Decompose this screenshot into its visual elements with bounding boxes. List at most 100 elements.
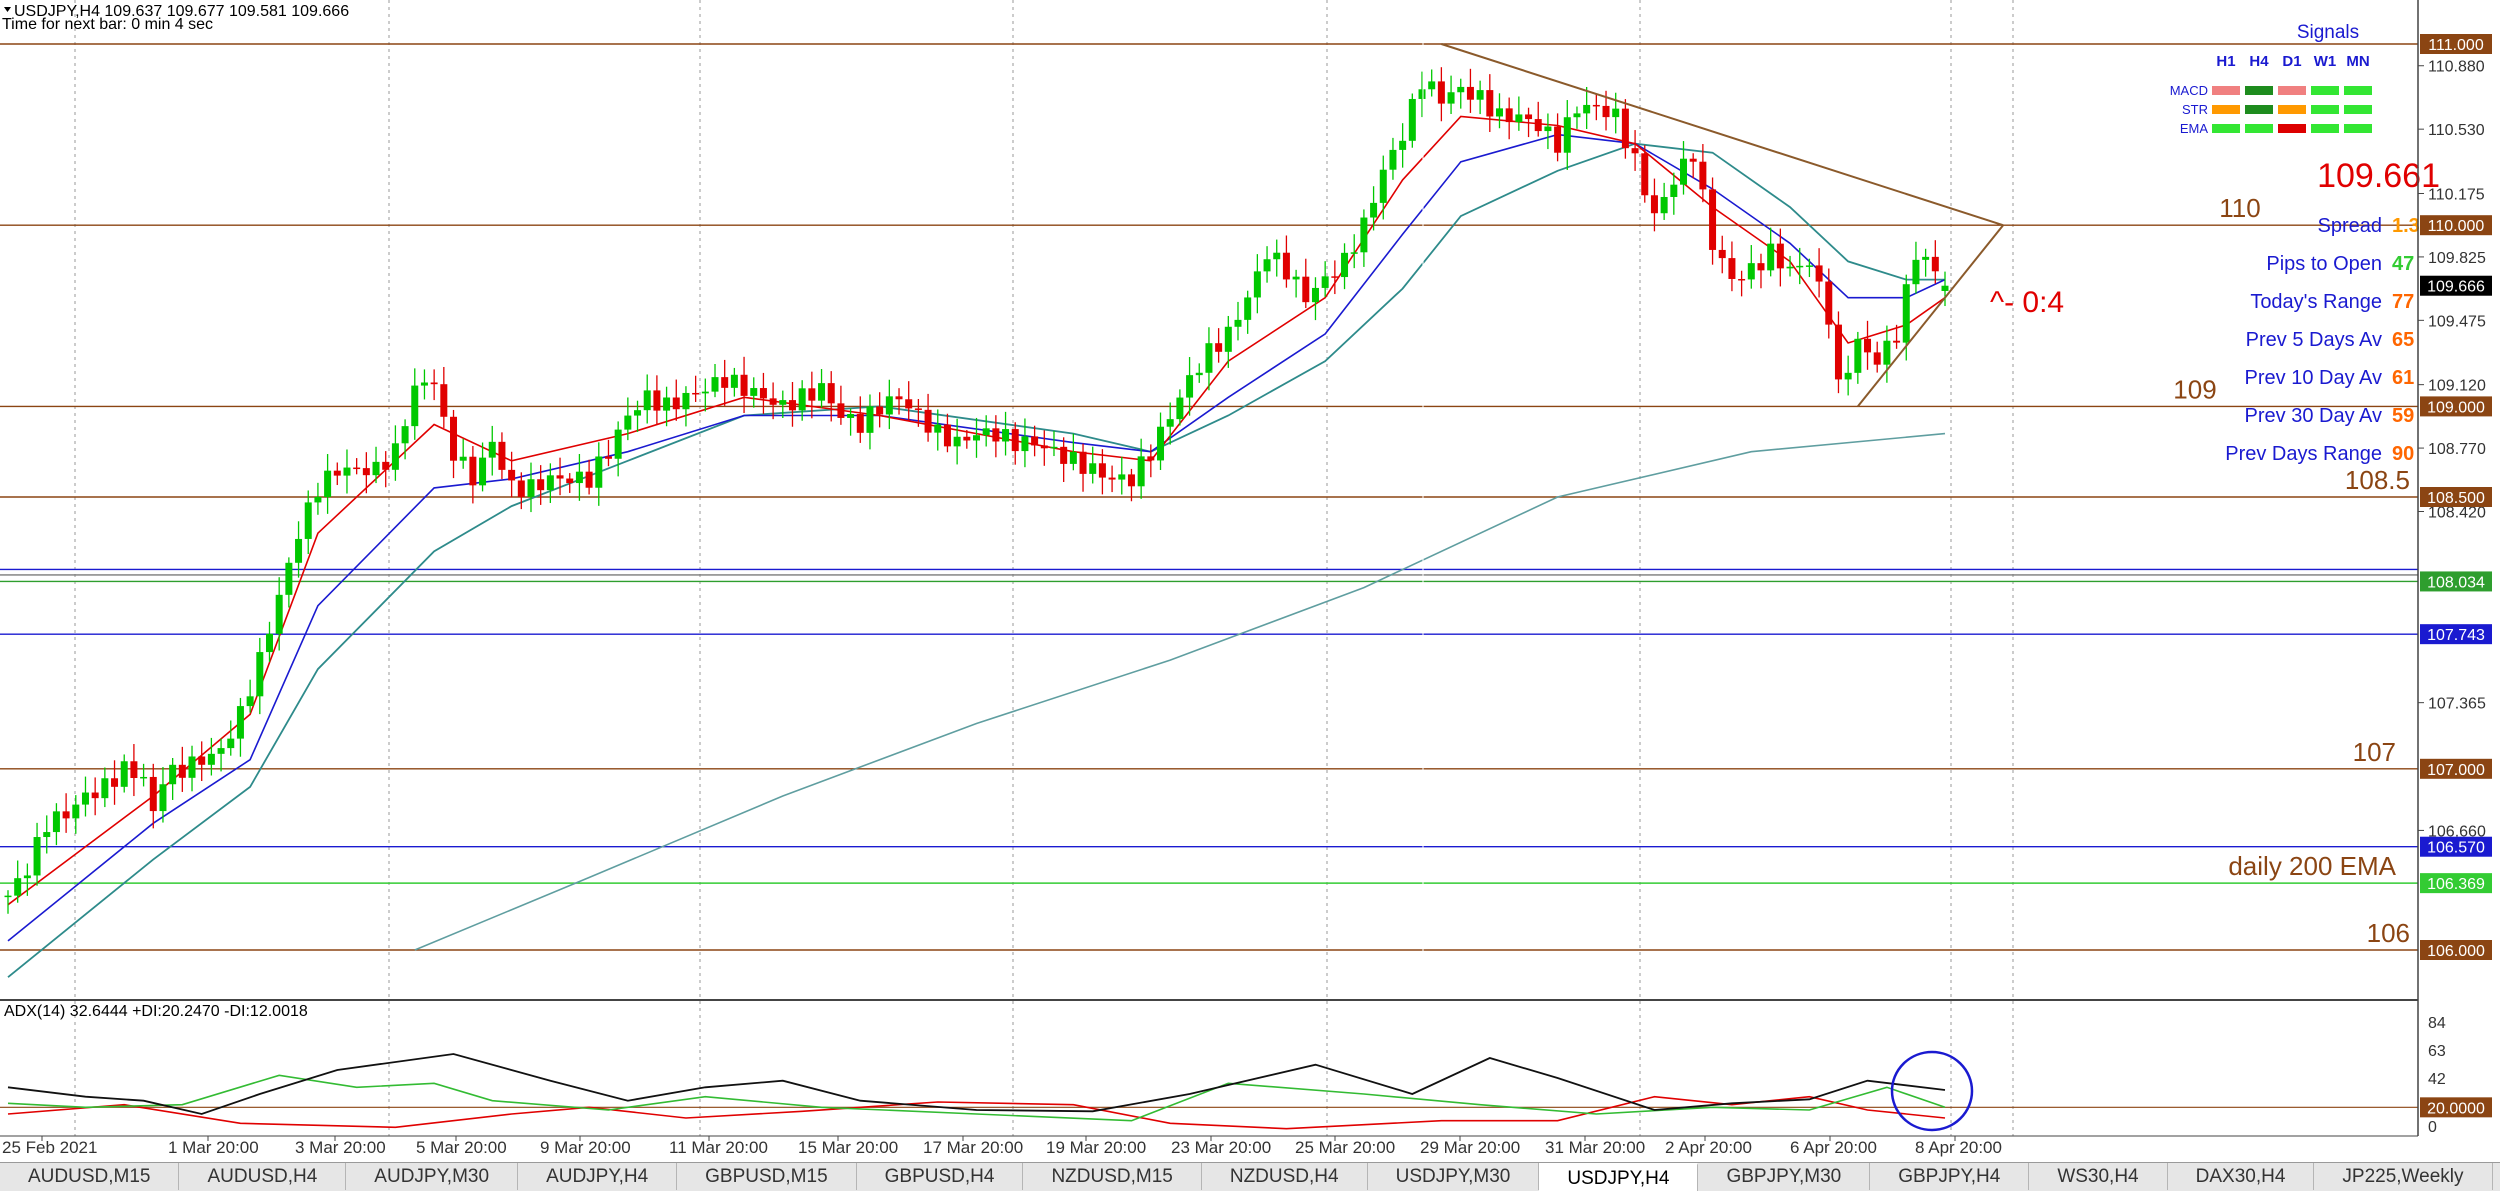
candle-body <box>285 562 293 595</box>
candle-body <box>4 895 12 898</box>
time-tick-label: 11 Mar 20:00 <box>669 1138 768 1157</box>
candle-body <box>721 377 729 388</box>
price-tick-label: 108.770 <box>2428 441 2486 458</box>
signal-indicator <box>2344 105 2372 114</box>
candle-body <box>275 594 283 634</box>
candle-body <box>1089 463 1097 474</box>
symbol-ohlc-line: USDJPY,H4 109.637 109.677 109.581 109.66… <box>14 3 349 20</box>
chart-tab[interactable]: NZDUSD,H4 <box>1201 1163 1368 1190</box>
candle-body <box>1854 338 1862 373</box>
candle-body <box>614 429 622 459</box>
candle-body <box>401 426 409 444</box>
trendlines[interactable] <box>1441 43 2004 408</box>
candle-body <box>953 436 961 447</box>
candle-body <box>1534 119 1542 132</box>
price-box-label: 107.000 <box>2427 762 2485 779</box>
candle-body <box>1660 196 1668 214</box>
candle-body <box>692 392 700 395</box>
candle-body <box>1776 243 1784 269</box>
candle-body <box>517 480 525 497</box>
signal-indicator <box>2344 86 2372 95</box>
candle-body <box>62 811 70 819</box>
candle-body <box>595 456 603 488</box>
adx-zero-label: 0 <box>2428 1119 2437 1136</box>
price-tick-label: 109.825 <box>2428 250 2486 267</box>
price-axis[interactable]: 110.880 110.530 110.175 109.825 109.475 109.1… <box>2418 34 2492 960</box>
chart-tab[interactable]: AUDUSD,H4 <box>179 1163 347 1190</box>
candle-body <box>1244 297 1252 320</box>
candle-body <box>827 383 835 404</box>
signals-column-header: MN <box>2346 53 2369 70</box>
candle-body <box>1370 202 1378 218</box>
candle-body <box>566 478 574 484</box>
candle-body <box>1902 284 1910 343</box>
candle-body <box>1650 195 1658 214</box>
candle-body <box>1176 397 1184 420</box>
level-label: 109 <box>2173 374 2216 404</box>
candle-body <box>1302 276 1310 303</box>
candle-body <box>1166 419 1174 427</box>
candle-body <box>1680 158 1688 185</box>
candle-body <box>895 396 903 400</box>
candle-body <box>1554 126 1562 153</box>
chart-tab[interactable]: AUDJPY,M30 <box>346 1163 519 1190</box>
candle-body <box>52 811 60 833</box>
level-label: daily 200 EMA <box>2228 851 2396 881</box>
chart-tab[interactable]: GBPUSD,H4 <box>856 1163 1024 1190</box>
adx-label: ADX(14) 32.6444 +DI:20.2470 -DI:12.0018 <box>4 1003 308 1020</box>
candle-body <box>1476 90 1484 100</box>
info-row-label: Prev 5 Days Av <box>2246 329 2382 351</box>
chart-window[interactable]: 110 109 108.5 107 daily 200 EMA 106 USDJPY,H4… <box>0 0 2500 1162</box>
candle-body <box>450 416 458 461</box>
chart-tab[interactable]: USDJPY,M30 <box>1367 1163 1540 1190</box>
price-box-label: 108.034 <box>2427 574 2485 591</box>
signal-indicator <box>2311 124 2339 133</box>
candle-body <box>1573 113 1581 118</box>
chart-tab[interactable]: JP225,Weekly <box>2314 1163 2493 1190</box>
candle-body <box>1408 98 1416 141</box>
ema-200-line <box>414 432 1946 951</box>
candle-body <box>159 784 167 812</box>
signal-indicator <box>2311 86 2339 95</box>
adx-tick-label: 42 <box>2428 1071 2446 1088</box>
trendline[interactable] <box>1857 224 2004 408</box>
signals-row-label: EMA <box>2180 121 2209 136</box>
chart-tab[interactable]: NZDUSD,M15 <box>1023 1163 1202 1190</box>
price-box <box>2420 758 2492 779</box>
price-box-label: 108.500 <box>2427 490 2485 507</box>
info-row-value: 1.3 <box>2392 215 2420 237</box>
chart-tab[interactable]: WS30,H4 <box>2029 1163 2168 1190</box>
chart-tab[interactable]: DAX30,H4 <box>2167 1163 2315 1190</box>
candle-body <box>1350 252 1358 254</box>
price-box <box>2420 873 2492 894</box>
candle-body <box>663 397 671 411</box>
candle-body <box>1747 263 1755 280</box>
candle-body <box>905 399 913 409</box>
candle-body <box>1525 114 1533 120</box>
candle-body <box>856 414 864 433</box>
chart-tab[interactable]: GBPJPY,H4 <box>1870 1163 2030 1190</box>
chart-tab[interactable]: BTCUSD,Daily <box>2492 1163 2500 1190</box>
candle-body <box>91 792 99 799</box>
time-tick-label: 1 Mar 20:00 <box>168 1138 259 1157</box>
chart-tab[interactable]: GBPUSD,M15 <box>677 1163 857 1190</box>
candle-body <box>430 382 438 385</box>
candle-body <box>1389 149 1397 170</box>
menu-triangle-icon[interactable] <box>4 7 11 12</box>
candle-body <box>672 397 680 410</box>
time-tick-label: 29 Mar 20:00 <box>1420 1138 1520 1157</box>
adx-tick-label: 84 <box>2428 1015 2446 1032</box>
candle-body <box>1544 126 1552 132</box>
chart-tab[interactable]: AUDJPY,H4 <box>518 1163 678 1190</box>
candle-body <box>479 457 487 486</box>
candle-body <box>604 456 612 459</box>
trendline[interactable] <box>1441 43 2004 227</box>
candle-body <box>1273 252 1281 260</box>
chart-tab[interactable]: AUDUSD,M15 <box>0 1163 180 1190</box>
chart-tab[interactable]: GBPJPY,M30 <box>1698 1163 1871 1190</box>
candle-body <box>140 776 148 779</box>
candle-body <box>1118 474 1126 480</box>
candle-body <box>973 435 980 441</box>
candle-body <box>847 414 855 418</box>
chart-tab[interactable]: USDJPY,H4 <box>1539 1163 1699 1191</box>
